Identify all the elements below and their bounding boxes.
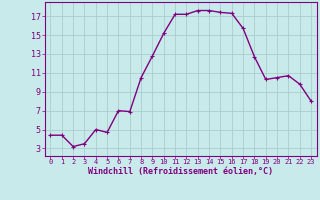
X-axis label: Windchill (Refroidissement éolien,°C): Windchill (Refroidissement éolien,°C) <box>88 167 273 176</box>
